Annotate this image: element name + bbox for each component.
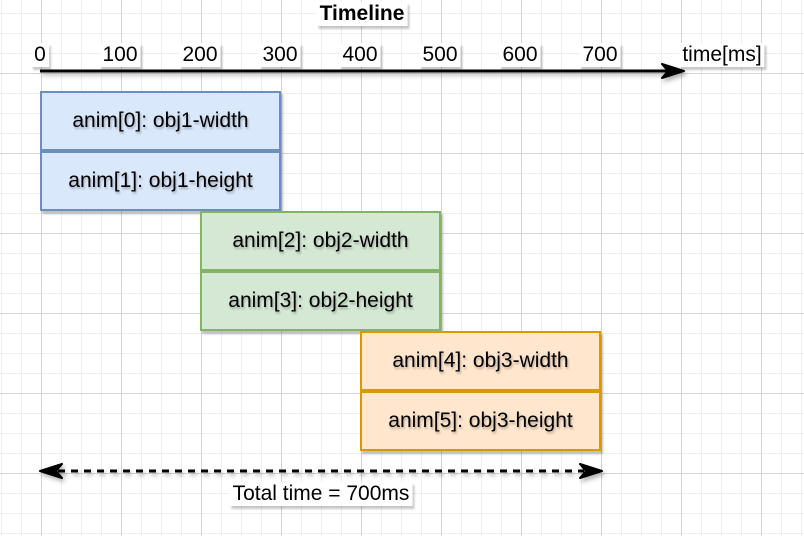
axis-tick-200: 200 (179, 43, 221, 67)
axis-tick-700: 700 (579, 43, 621, 67)
axis-unit-label: time[ms] (679, 43, 765, 67)
total-time-label: Total time = 700ms (229, 482, 413, 506)
anim-bar-3-label: anim[3]: obj2-height (228, 289, 413, 312)
axis-tick-400: 400 (339, 43, 381, 67)
anim-bar-4: anim[4]: obj3-width (360, 331, 601, 391)
anim-bar-0-label: anim[0]: obj1-width (72, 109, 249, 132)
anim-bar-0: anim[0]: obj1-width (40, 91, 281, 151)
diagram-title: Timeline (316, 2, 408, 26)
anim-bar-5-label: anim[5]: obj3-height (388, 409, 573, 432)
anim-bar-3: anim[3]: obj2-height (200, 271, 441, 331)
axis-tick-500: 500 (419, 43, 461, 67)
axis-tick-600: 600 (499, 43, 541, 67)
anim-bar-2: anim[2]: obj2-width (200, 211, 441, 271)
anim-bar-2-label: anim[2]: obj2-width (232, 229, 409, 252)
axis-tick-300: 300 (259, 43, 301, 67)
axis-tick-0: 0 (31, 43, 49, 67)
total-time-arrow (39, 463, 603, 479)
anim-bar-1: anim[1]: obj1-height (40, 151, 281, 211)
anim-bar-1-label: anim[1]: obj1-height (68, 169, 253, 192)
timeline-axis-arrow (40, 63, 685, 79)
anim-bar-4-label: anim[4]: obj3-width (392, 349, 569, 372)
anim-bar-5: anim[5]: obj3-height (360, 391, 601, 451)
axis-tick-100: 100 (99, 43, 141, 67)
